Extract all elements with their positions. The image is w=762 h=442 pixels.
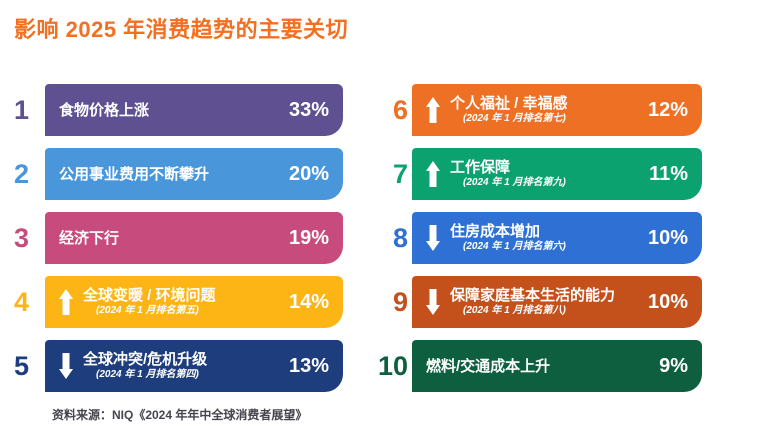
rank-row: 6 个人福祉 / 幸福感 (2024 年 1 月排名第七) 12% — [378, 84, 702, 136]
concern-percent: 10% — [647, 226, 688, 249]
rank-number: 10 — [377, 350, 408, 381]
rank-column-right: 6 个人福祉 / 幸福感 (2024 年 1 月排名第七) 12% 7 工 — [378, 84, 702, 392]
concern-label: 食物价格上涨 — [59, 101, 150, 119]
rank-column-left: 1 食物价格上涨 33% 2 公用事业费用不断攀升 20% 3 经济下行 — [14, 84, 343, 392]
concern-percent: 9% — [659, 354, 688, 377]
ranked-bars-grid: 1 食物价格上涨 33% 2 公用事业费用不断攀升 20% 3 经济下行 — [14, 84, 702, 392]
concern-percent: 14% — [288, 290, 329, 313]
concern-bar: 经济下行 19% — [45, 212, 343, 264]
concern-bar: 住房成本增加 (2024 年 1 月排名第六) 10% — [412, 212, 702, 264]
rank-row: 7 工作保障 (2024 年 1 月排名第九) 11% — [378, 148, 702, 200]
concern-text: 个人福祉 / 幸福感 (2024 年 1 月排名第七) — [450, 95, 640, 125]
rank-number: 6 — [392, 94, 408, 125]
concern-percent: 12% — [647, 98, 688, 121]
concern-label: 全球冲突/危机升级 — [83, 351, 208, 368]
previous-rank-note: (2024 年 1 月排名第九) — [463, 177, 566, 188]
page-title: 影响 2025 年消费趋势的主要关切 — [14, 17, 349, 42]
source-note: 资料来源：NIQ《2024 年年中全球消费者展望》 — [52, 408, 308, 422]
concern-label: 个人福祉 / 幸福感 — [450, 95, 568, 112]
concern-bar: 全球变暖 / 环境问题 (2024 年 1 月排名第五) 14% — [45, 276, 343, 328]
concern-bar: 全球冲突/危机升级 (2024 年 1 月排名第四) 13% — [45, 340, 343, 392]
previous-rank-note: (2024 年 1 月排名第六) — [463, 241, 566, 252]
trend-up-icon — [59, 289, 73, 315]
previous-rank-note: (2024 年 1 月排名第八) — [463, 305, 566, 316]
concern-label: 燃料/交通成本上升 — [426, 357, 551, 375]
rank-row: 3 经济下行 19% — [14, 212, 343, 264]
trend-down-icon — [426, 225, 440, 251]
concern-text: 全球变暖 / 环境问题 (2024 年 1 月排名第五) — [83, 287, 281, 317]
rank-number: 4 — [14, 286, 30, 317]
concern-label: 全球变暖 / 环境问题 — [83, 287, 216, 304]
concern-text: 食物价格上涨 — [59, 102, 281, 119]
previous-rank-note: (2024 年 1 月排名第七) — [463, 113, 566, 124]
rank-row: 9 保障家庭基本生活的能力 (2024 年 1 月排名第八) 10% — [378, 276, 702, 328]
concern-percent: 10% — [647, 290, 688, 313]
concern-text: 经济下行 — [59, 230, 281, 247]
concern-text: 燃料/交通成本上升 — [426, 358, 651, 375]
concern-label: 公用事业费用不断攀升 — [59, 165, 210, 183]
concern-text: 住房成本增加 (2024 年 1 月排名第六) — [450, 223, 640, 253]
concern-label: 工作保障 — [450, 159, 511, 176]
concern-bar: 食物价格上涨 33% — [45, 84, 343, 136]
rank-number: 8 — [392, 222, 408, 253]
concern-bar: 工作保障 (2024 年 1 月排名第九) 11% — [412, 148, 702, 200]
trend-down-icon — [426, 289, 440, 315]
rank-number: 5 — [14, 350, 30, 381]
concern-percent: 13% — [288, 354, 329, 377]
concern-percent: 11% — [649, 162, 688, 185]
concern-text: 全球冲突/危机升级 (2024 年 1 月排名第四) — [83, 351, 281, 381]
concern-bar: 保障家庭基本生活的能力 (2024 年 1 月排名第八) 10% — [412, 276, 702, 328]
rank-row: 4 全球变暖 / 环境问题 (2024 年 1 月排名第五) 14% — [14, 276, 343, 328]
concern-bar: 个人福祉 / 幸福感 (2024 年 1 月排名第七) 12% — [412, 84, 702, 136]
concern-label: 经济下行 — [59, 229, 120, 247]
concern-percent: 33% — [288, 98, 329, 121]
concern-label: 住房成本增加 — [450, 223, 541, 240]
concern-text: 保障家庭基本生活的能力 (2024 年 1 月排名第八) — [450, 287, 640, 317]
concern-label: 保障家庭基本生活的能力 — [450, 287, 616, 304]
rank-row: 1 食物价格上涨 33% — [14, 84, 343, 136]
rank-number: 7 — [392, 158, 408, 189]
rank-row: 10 燃料/交通成本上升 9% — [378, 340, 702, 392]
concern-percent: 20% — [288, 162, 329, 185]
concern-text: 工作保障 (2024 年 1 月排名第九) — [450, 159, 641, 189]
rank-row: 2 公用事业费用不断攀升 20% — [14, 148, 343, 200]
rank-number: 3 — [14, 222, 30, 253]
previous-rank-note: (2024 年 1 月排名第五) — [96, 305, 199, 316]
rank-row: 8 住房成本增加 (2024 年 1 月排名第六) 10% — [378, 212, 702, 264]
concern-bar: 公用事业费用不断攀升 20% — [45, 148, 343, 200]
trend-down-icon — [59, 353, 73, 379]
concern-bar: 燃料/交通成本上升 9% — [412, 340, 702, 392]
rank-row: 5 全球冲突/危机升级 (2024 年 1 月排名第四) 13% — [14, 340, 343, 392]
previous-rank-note: (2024 年 1 月排名第四) — [96, 369, 199, 380]
rank-number: 9 — [392, 286, 408, 317]
concern-percent: 19% — [288, 226, 329, 249]
trend-up-icon — [426, 97, 440, 123]
rank-number: 1 — [14, 94, 30, 125]
concern-text: 公用事业费用不断攀升 — [59, 166, 281, 183]
rank-number: 2 — [14, 158, 30, 189]
trend-up-icon — [426, 161, 440, 187]
